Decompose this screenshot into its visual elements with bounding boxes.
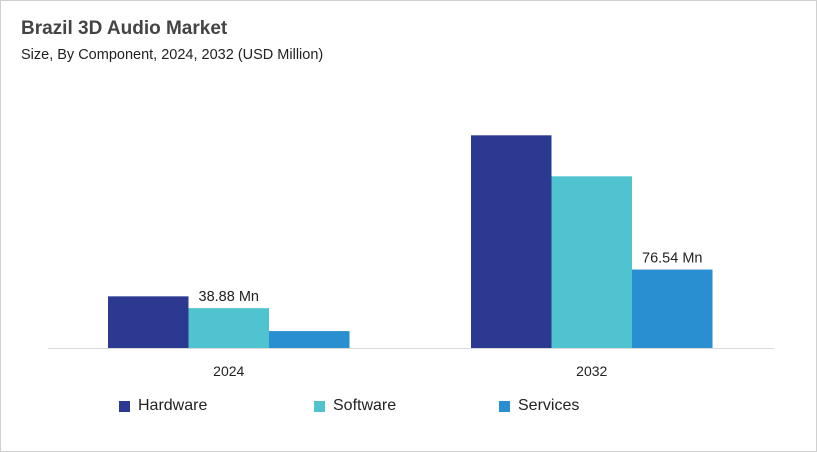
bar-software-2024 (188, 308, 269, 348)
chart-title: Brazil 3D Audio Market (21, 18, 228, 39)
bar-software-2032 (551, 176, 632, 348)
data-label: 38.88 Mn (199, 289, 259, 305)
data-label: 76.54 Mn (642, 251, 702, 267)
bar-services-2024 (269, 331, 350, 348)
legend-label: Services (518, 397, 580, 414)
bar-services-2032 (632, 269, 713, 348)
legend-label: Software (333, 397, 397, 414)
x-tick-label: 2032 (576, 363, 607, 379)
chart-subtitle: Size, By Component, 2024, 2032 (USD Mill… (21, 47, 324, 63)
legend-swatch (119, 400, 130, 412)
legend-item-software: Software (314, 397, 396, 415)
legend-swatch (499, 400, 510, 412)
x-tick-label: 2024 (213, 363, 244, 379)
bar-hardware-2024 (108, 296, 189, 348)
legend-label: Hardware (138, 397, 208, 414)
legend-swatch (314, 400, 325, 412)
bar-hardware-2032 (471, 135, 552, 348)
legend-item-services: Services (499, 397, 579, 415)
legend-item-hardware: Hardware (119, 397, 207, 415)
